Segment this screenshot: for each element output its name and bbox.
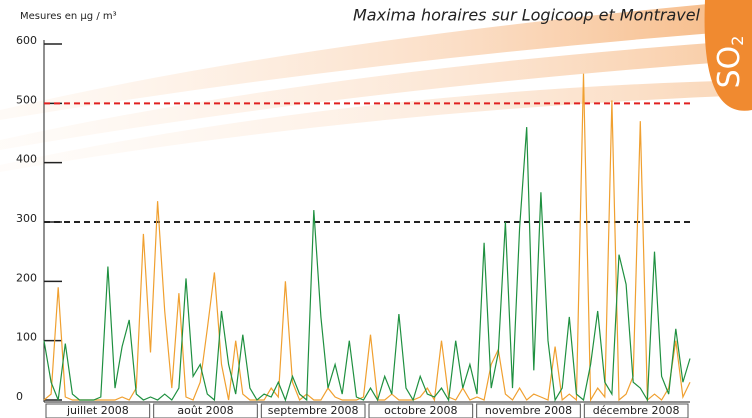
y-tick-label: 100 xyxy=(16,331,37,344)
series-line xyxy=(43,127,691,403)
series-line xyxy=(43,73,691,403)
x-category-box xyxy=(583,403,689,418)
y-label: Mesures en µg / m³ xyxy=(20,11,117,22)
logo-text: SO xyxy=(712,46,747,89)
logo-subscript: 2 xyxy=(728,36,747,46)
y-tick-label: 400 xyxy=(16,153,37,166)
logo-bg xyxy=(704,0,752,111)
y-tick-label: 0 xyxy=(16,390,23,403)
x-category-box xyxy=(45,403,151,418)
x-tick-label: juillet 2008 xyxy=(66,404,129,417)
x-category-box xyxy=(260,403,366,418)
x-category-box xyxy=(153,403,258,418)
x-tick-label: décembre 2008 xyxy=(593,404,680,417)
y-tick-label: 300 xyxy=(16,212,37,225)
x-tick-label: novembre 2008 xyxy=(485,404,572,417)
chart-title: Maxima horaires sur Logicoop et Montrave… xyxy=(353,6,701,25)
y-tick-label: 500 xyxy=(16,93,37,106)
y-tick-label: 200 xyxy=(16,271,37,284)
y-tick-label: 600 xyxy=(16,34,37,47)
x-tick-label: octobre 2008 xyxy=(384,404,457,417)
swoosh xyxy=(0,40,752,150)
x-category-box xyxy=(476,403,581,418)
logo: SO2 xyxy=(712,36,747,89)
x-tick-label: septembre 2008 xyxy=(268,404,359,417)
x-tick-label: août 2008 xyxy=(177,404,233,417)
x-category-box xyxy=(368,403,474,418)
swoosh xyxy=(0,0,752,120)
